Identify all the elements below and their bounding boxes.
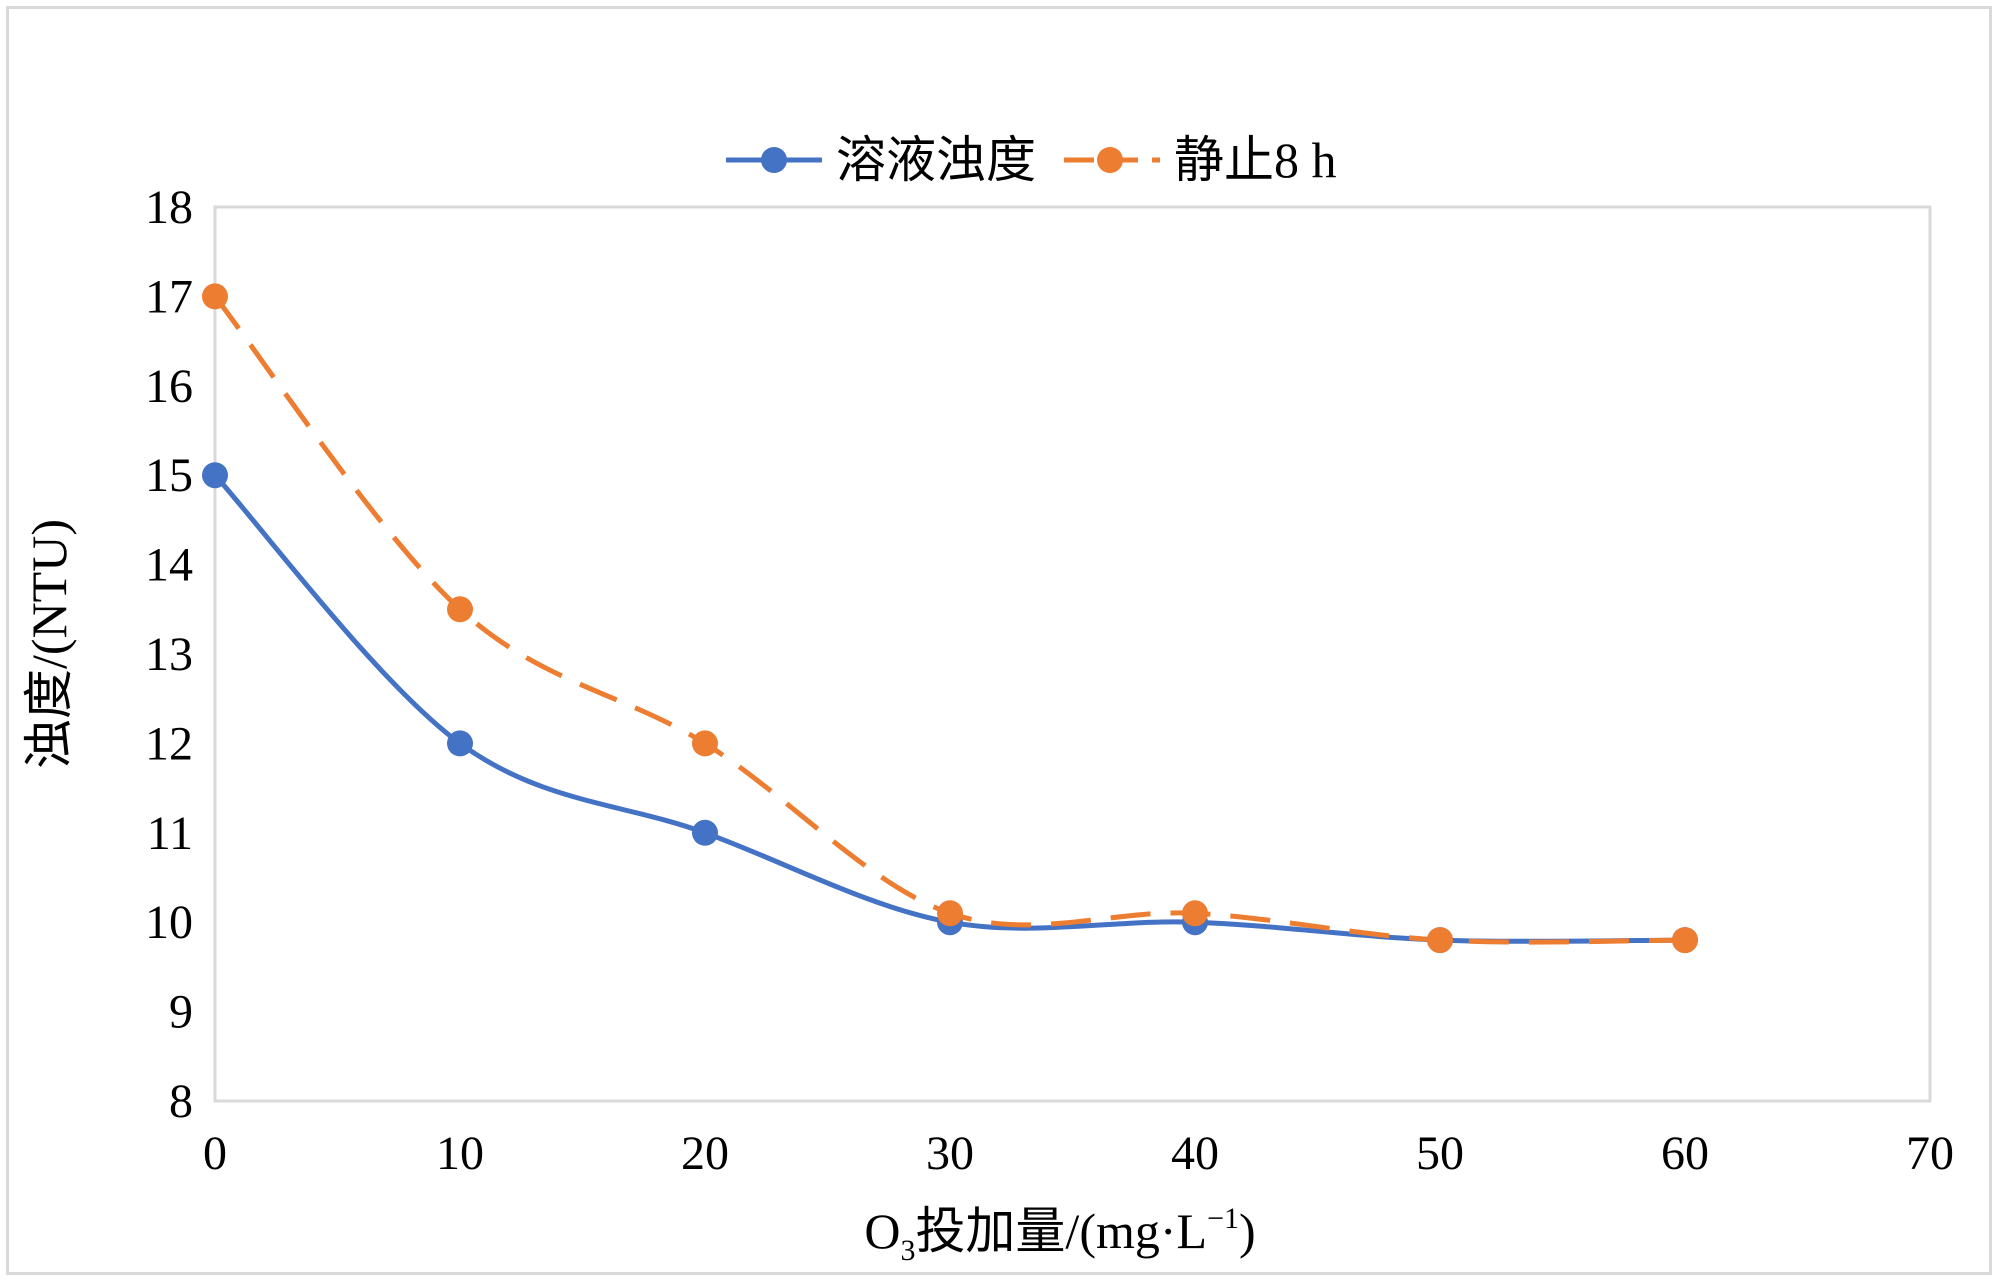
x-tick-label: 30: [926, 1127, 974, 1180]
x-axis-title-prefix: O: [864, 1203, 900, 1259]
data-point-series-1: [447, 730, 473, 757]
x-tick-label: 60: [1661, 1127, 1709, 1180]
legend-dot-series-1: [761, 147, 787, 173]
x-axis-title-main: 投加量/(mg·L: [915, 1203, 1207, 1259]
y-tick-label: 11: [147, 807, 193, 860]
legend-label-series-1: 溶液浊度: [836, 132, 1036, 188]
x-tick-label: 40: [1171, 1127, 1219, 1180]
series-layer: [202, 283, 1698, 954]
x-axis-title-subscript: 3: [900, 1234, 915, 1267]
y-tick-label: 13: [145, 628, 193, 681]
legend-dot-series-2: [1097, 147, 1123, 173]
data-point-series-2: [202, 283, 228, 310]
x-axis-ticks: 0 10 20 30 40 50 60 70: [203, 1127, 1954, 1180]
chart-frame: [6, 6, 1992, 1275]
y-tick-label: 14: [145, 539, 193, 592]
y-tick-label: 10: [145, 896, 193, 949]
data-point-series-2: [1672, 927, 1698, 954]
y-tick-label: 18: [145, 181, 193, 234]
y-tick-label: 8: [169, 1075, 193, 1128]
plot-area: [213, 205, 1932, 1103]
x-axis-title-close: ): [1239, 1203, 1256, 1259]
y-tick-label: 12: [145, 717, 193, 770]
x-tick-label: 70: [1906, 1127, 1954, 1180]
y-axis-title: 浊度/(NTU): [21, 519, 77, 769]
data-point-series-1: [692, 819, 718, 846]
data-point-series-2: [1427, 927, 1453, 954]
y-tick-label: 16: [145, 360, 193, 413]
legend: 溶液浊度 静止8 h: [726, 132, 1337, 188]
y-tick-label: 9: [169, 986, 193, 1039]
series-line-2: [213, 294, 1686, 945]
x-tick-label: 0: [203, 1127, 227, 1180]
x-tick-label: 20: [681, 1127, 729, 1180]
data-point-series-2: [1182, 900, 1208, 927]
x-tick-label: 10: [436, 1127, 484, 1180]
y-axis-ticks: 8 9 10 11 12 13 14 15 16 17 18: [145, 181, 193, 1128]
data-point-series-2: [937, 900, 963, 927]
data-point-series-1: [202, 462, 228, 489]
data-point-series-2: [447, 596, 473, 623]
data-point-series-2: [692, 730, 718, 757]
x-axis-title: O3投加量/(mg·L−1): [864, 1202, 1255, 1267]
x-axis-title-superscript: −1: [1207, 1202, 1239, 1235]
y-tick-label: 17: [145, 270, 193, 323]
legend-label-series-2: 静止8 h: [1174, 132, 1337, 188]
series-line-1: [212, 472, 1688, 944]
x-tick-label: 50: [1416, 1127, 1464, 1180]
y-tick-label: 15: [145, 449, 193, 502]
